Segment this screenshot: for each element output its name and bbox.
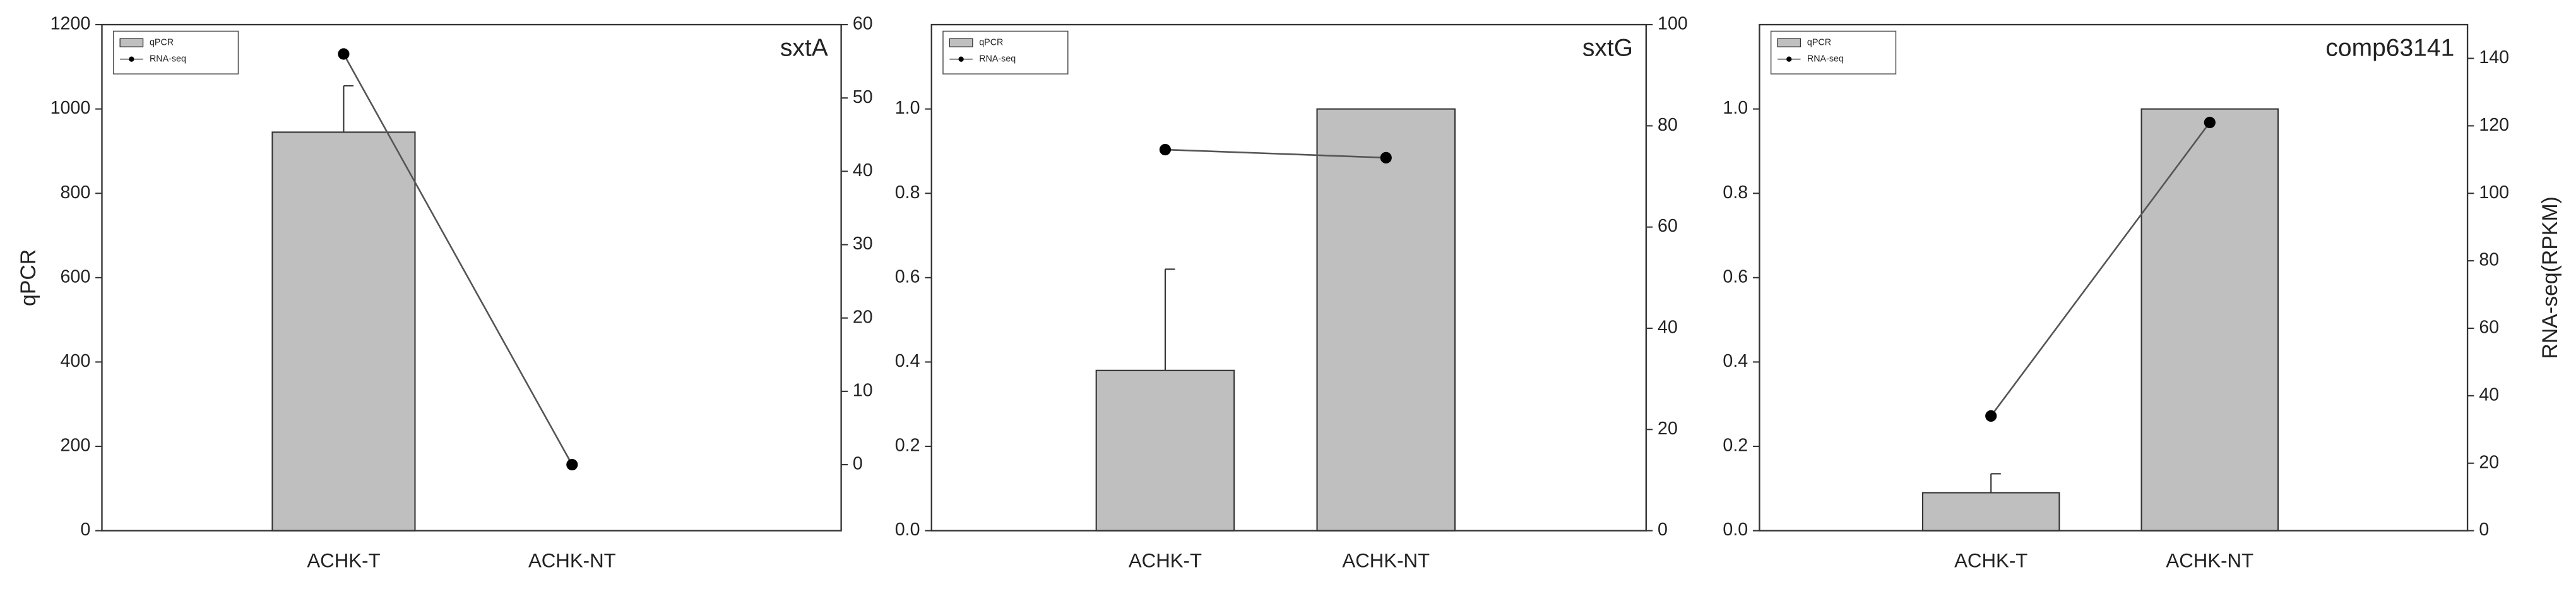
plot-frame <box>930 23 1647 532</box>
x-tick-label: ACHK-NT <box>2166 549 2253 571</box>
bar <box>1316 108 1456 532</box>
chart-title: sxtA <box>780 34 828 61</box>
line <box>1165 148 1386 159</box>
legend-label: RNA-seq <box>1807 54 1844 64</box>
y-tick-label: 0.6 <box>1723 266 1748 287</box>
y2-tick-label: 140 <box>2479 47 2509 68</box>
line-point <box>338 48 350 60</box>
y2-tick-label: 60 <box>2479 318 2499 338</box>
y2-tick-label: 0 <box>2479 520 2489 540</box>
y-axis-label: qPCR <box>16 249 40 306</box>
y-tick-label: 0.6 <box>895 266 920 287</box>
y-tick-label: 0.2 <box>1723 436 1748 456</box>
y-tick-label: 1200 <box>50 14 91 34</box>
y2-tick-label: 0 <box>853 454 863 474</box>
legend-label: qPCR <box>150 37 174 47</box>
y-tick-label: 0.0 <box>1723 520 1748 540</box>
y2-tick-label: 80 <box>2479 250 2499 270</box>
y-tick-label: 0.4 <box>895 351 920 371</box>
y2-tick-label: 80 <box>1658 115 1678 135</box>
legend-dot <box>1786 56 1792 62</box>
legend-swatch <box>1777 38 1801 47</box>
y2-tick-label: 100 <box>1658 14 1688 34</box>
y2-axis-label: RNA-seq(RPKM) <box>2538 196 2562 359</box>
y2-tick-label: 50 <box>853 87 873 107</box>
legend-dot <box>958 56 964 62</box>
y-tick-label: 400 <box>61 351 91 371</box>
error-bar <box>1990 473 2001 493</box>
chart-title: comp63141 <box>2325 34 2454 61</box>
y-tick-label: 0.4 <box>1723 351 1748 371</box>
y-tick-label: 800 <box>61 182 91 203</box>
line <box>343 53 573 465</box>
error-bar <box>343 85 354 133</box>
y2-tick-label: 40 <box>853 160 873 181</box>
line-point <box>2204 116 2216 129</box>
legend-box <box>942 30 1069 74</box>
y2-tick-label: 10 <box>853 380 873 400</box>
y2-tick-label: 60 <box>853 14 873 34</box>
y-tick-label: 0.8 <box>1723 182 1748 203</box>
legend-box <box>112 30 239 74</box>
legend-swatch <box>949 38 973 47</box>
legend-label: qPCR <box>979 37 1003 47</box>
y-tick-label: 1000 <box>50 98 91 118</box>
legend-label: RNA-seq <box>979 54 1016 64</box>
plot-frame <box>1759 23 2469 532</box>
bar <box>271 131 416 532</box>
y2-tick-label: 120 <box>2479 115 2509 135</box>
y2-tick-label: 20 <box>2479 452 2499 472</box>
y2-tick-label: 0 <box>1658 520 1668 540</box>
y2-tick-label: 100 <box>2479 182 2509 203</box>
y2-tick-label: 20 <box>853 307 873 327</box>
legend-swatch <box>119 38 144 47</box>
y-tick-label: 200 <box>61 436 91 456</box>
line <box>1990 122 2211 417</box>
y2-tick-label: 40 <box>1658 318 1678 338</box>
plot-frame <box>101 23 842 532</box>
bar <box>1095 369 1235 532</box>
line-point <box>1985 410 1997 422</box>
legend-label: RNA-seq <box>150 54 186 64</box>
y-tick-label: 0.2 <box>895 436 920 456</box>
y2-tick-label: 40 <box>2479 384 2499 405</box>
y2-tick-label: 60 <box>1658 216 1678 236</box>
x-tick-label: ACHK-T <box>1954 549 2027 571</box>
bar <box>1921 492 2060 532</box>
x-tick-label: ACHK-T <box>1129 549 1202 571</box>
bar <box>2140 108 2279 532</box>
x-tick-label: ACHK-NT <box>1342 549 1430 571</box>
x-tick-label: ACHK-T <box>307 549 380 571</box>
y-tick-label: 0 <box>80 520 90 540</box>
line-point <box>566 458 578 471</box>
y-tick-label: 0.8 <box>895 182 920 203</box>
x-tick-label: ACHK-NT <box>528 549 616 571</box>
y-tick-label: 600 <box>61 266 91 287</box>
line-point <box>1159 143 1172 156</box>
chart-title: sxtG <box>1582 34 1633 61</box>
legend-box <box>1770 30 1897 74</box>
y2-tick-label: 30 <box>853 234 873 254</box>
y2-tick-label: 20 <box>1658 419 1678 439</box>
y-tick-label: 1.0 <box>1723 98 1748 118</box>
y-tick-label: 0.0 <box>895 520 920 540</box>
legend-label: qPCR <box>1807 37 1831 47</box>
legend-dot <box>129 56 134 62</box>
error-bar <box>1164 268 1175 371</box>
line-point <box>1380 152 1392 164</box>
y-tick-label: 1.0 <box>895 98 920 118</box>
